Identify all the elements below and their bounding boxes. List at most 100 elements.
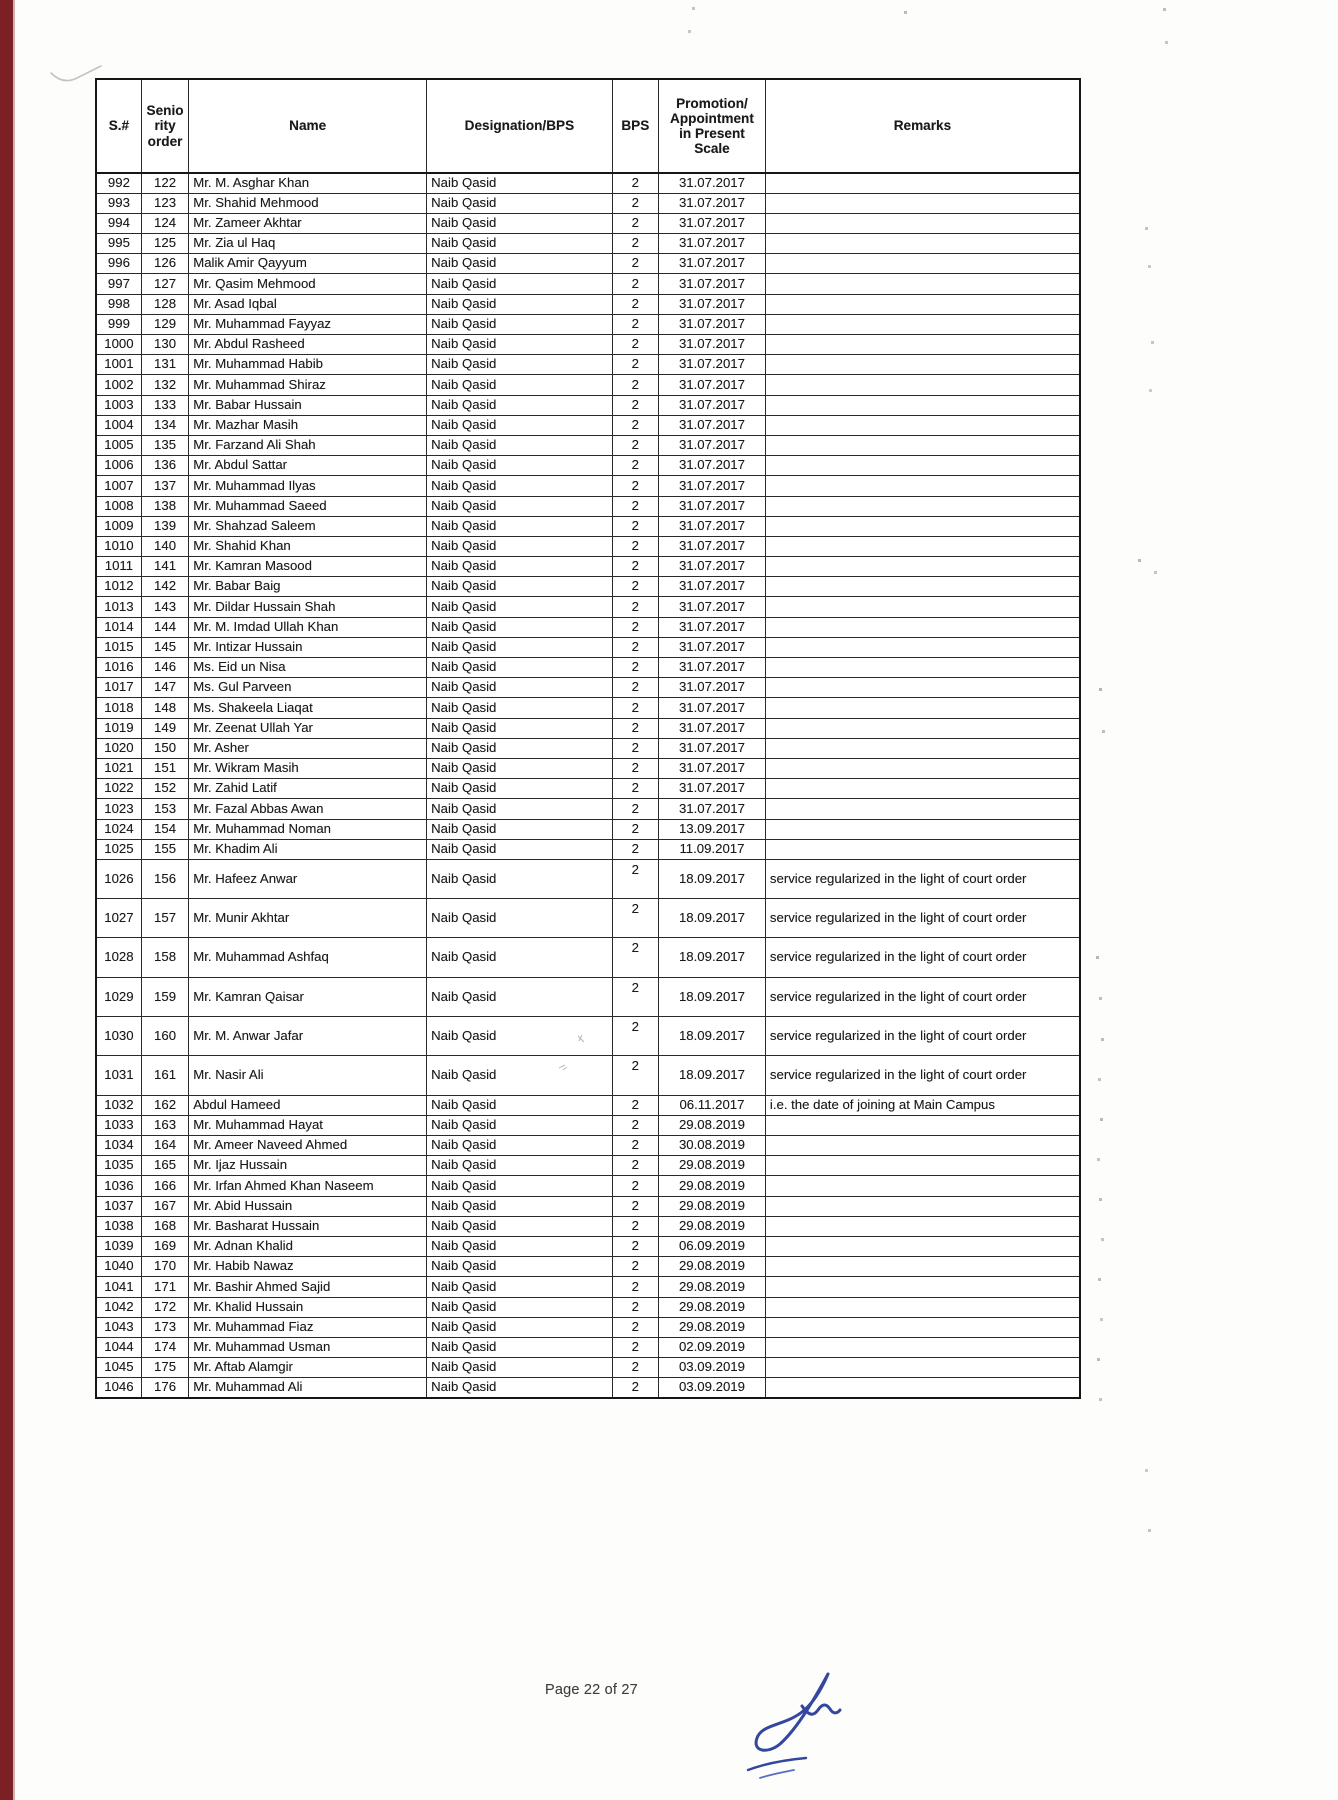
table-row: 1020 150 Mr. Asher Naib Qasid 2 31.07.2017 [95,737,1081,759]
cell-promotion-date: 18.09.2017 [658,976,766,1018]
cell-designation: Naib Qasid [426,313,613,336]
table-row: 1010 140 Mr. Shahid Khan Naib Qasid 2 31.07.2… [95,535,1081,558]
cell-remarks [764,515,1081,537]
cell-name: Mr. Ijaz Hussain [188,1155,428,1177]
cell-bps: 2 [611,1296,660,1318]
cell-serial: 1017 [95,677,142,699]
cell-remarks [764,596,1081,618]
cell-remarks [764,172,1081,194]
cell-bps: 2 [611,1256,660,1278]
cell-seniority-order: 140 [140,535,190,558]
table-row: 1001 131 Mr. Muhammad Habib Naib Qasid 2 31.0… [95,354,1081,376]
cell-remarks [764,556,1081,578]
cell-remarks: service regularized in the light of cour… [764,1016,1081,1057]
col-header-name: Name [188,78,428,174]
cell-serial: 1010 [95,535,142,558]
cell-serial: 995 [95,233,142,255]
table-row: 1006 136 Mr. Abdul Sattar Naib Qasid 2 31.07.… [95,455,1081,477]
cell-seniority-order: 153 [140,798,190,820]
cell-remarks [764,798,1081,820]
cell-seniority-order: 133 [140,394,190,416]
cell-seniority-order: 142 [140,576,190,598]
table-row: 993 123 Mr. Shahid Mehmood Naib Qasid 2 31.07… [95,192,1081,214]
stray-pen-mark-icon [50,65,102,82]
cell-serial: 1015 [95,636,142,659]
cell-name: Mr. Habib Nawaz [188,1256,428,1278]
cell-serial: 996 [95,253,142,275]
table-row: 1000 130 Mr. Abdul Rasheed Naib Qasid 2 31.07… [95,333,1081,356]
cell-remarks [764,1155,1081,1177]
cell-promotion-date: 31.07.2017 [658,636,766,659]
cell-remarks [764,737,1081,759]
cell-bps: 2 [611,1215,660,1237]
cell-bps: 2 [611,354,660,376]
cell-bps: 2 [611,818,660,840]
cell-name: Mr. Fazal Abbas Awan [188,798,428,820]
table-row: 1002 132 Mr. Muhammad Shiraz Naib Qasid 2 31.… [95,374,1081,396]
cell-bps: 2 [611,1175,660,1197]
cell-serial: 1045 [95,1357,142,1379]
cell-seniority-order: 172 [140,1296,190,1318]
table-row: 994 124 Mr. Zameer Akhtar Naib Qasid 2 31.07.… [95,212,1081,235]
cell-promotion-date: 29.08.2019 [658,1215,766,1237]
col-header-designation: Designation/BPS [426,78,613,174]
cell-seniority-order: 144 [140,616,190,638]
cell-serial: 1046 [95,1377,142,1399]
cell-serial: 1044 [95,1336,142,1359]
col-header-bps: BPS [611,78,660,174]
cell-designation: Naib Qasid [426,757,613,780]
cell-designation: Naib Qasid [426,1316,613,1338]
cell-bps: 2 [611,192,660,214]
cell-bps: 2 [611,515,660,537]
cell-seniority-order: 130 [140,333,190,356]
cell-bps: 2 [611,1357,660,1379]
cell-designation: Naib Qasid [426,535,613,558]
cell-designation: Naib Qasid [426,1175,613,1197]
cell-name: Mr. Muhammad Ilyas [188,475,428,497]
table-row: 1043 173 Mr. Muhammad Fiaz Naib Qasid 2 29.08… [95,1316,1081,1338]
cell-designation: Naib Qasid [426,172,613,194]
cell-bps: 2 [611,757,660,780]
cell-designation: Naib Qasid [426,414,613,436]
cell-seniority-order: 127 [140,273,190,295]
cell-name: Mr. Muhammad Ali [188,1377,428,1399]
cell-remarks [764,1336,1081,1359]
table-row: 1024 154 Mr. Muhammad Noman Naib Qasid 2 13.0… [95,818,1081,840]
cell-seniority-order: 161 [140,1055,190,1096]
col-header-promotion: Promotion/ Appointment in Present Scale [658,78,766,174]
cell-serial: 1029 [95,976,142,1018]
cell-promotion-date: 31.07.2017 [658,273,766,295]
cell-remarks [764,576,1081,598]
cell-name: Mr. Shahid Khan [188,535,428,558]
cell-bps: 2 [611,1155,660,1177]
cell-promotion-date: 31.07.2017 [658,495,766,517]
cell-promotion-date: 31.07.2017 [658,192,766,214]
cell-seniority-order: 176 [140,1377,190,1399]
cell-serial: 1043 [95,1316,142,1338]
table-row: 1036 166 Mr. Irfan Ahmed Khan Naseem Naib Q… [95,1175,1081,1197]
cell-name: Mr. Aftab Alamgir [188,1357,428,1379]
cell-seniority-order: 135 [140,434,190,457]
cell-designation: Naib Qasid [426,556,613,578]
table-row: 992 122 Mr. M. Asghar Khan Naib Qasid 2 31.07… [95,172,1081,194]
cell-seniority-order: 168 [140,1215,190,1237]
cell-remarks [764,273,1081,295]
cell-designation: Naib Qasid [426,293,613,315]
table-row: 1028 158 Mr. Muhammad Ashfaq Naib Qasid 2 18.… [95,937,1081,978]
cell-bps: 2 [611,1114,660,1137]
cell-name: Mr. Adnan Khalid [188,1235,428,1258]
table-row: 995 125 Mr. Zia ul Haq Naib Qasid 2 31.07.201… [95,233,1081,255]
cell-name: Ms. Eid un Nisa [188,656,428,679]
cell-name: Mr. Basharat Hussain [188,1215,428,1237]
col-header-remarks: Remarks [764,78,1081,174]
cell-name: Mr. Munir Akhtar [188,898,428,939]
cell-designation: Naib Qasid [426,253,613,275]
cell-serial: 1009 [95,515,142,537]
cell-seniority-order: 139 [140,515,190,537]
cell-serial: 1027 [95,898,142,939]
cell-serial: 1012 [95,576,142,598]
cell-promotion-date: 06.09.2019 [658,1235,766,1258]
cell-bps: 2 [611,1276,660,1298]
cell-remarks [764,1276,1081,1298]
cell-serial: 1038 [95,1215,142,1237]
